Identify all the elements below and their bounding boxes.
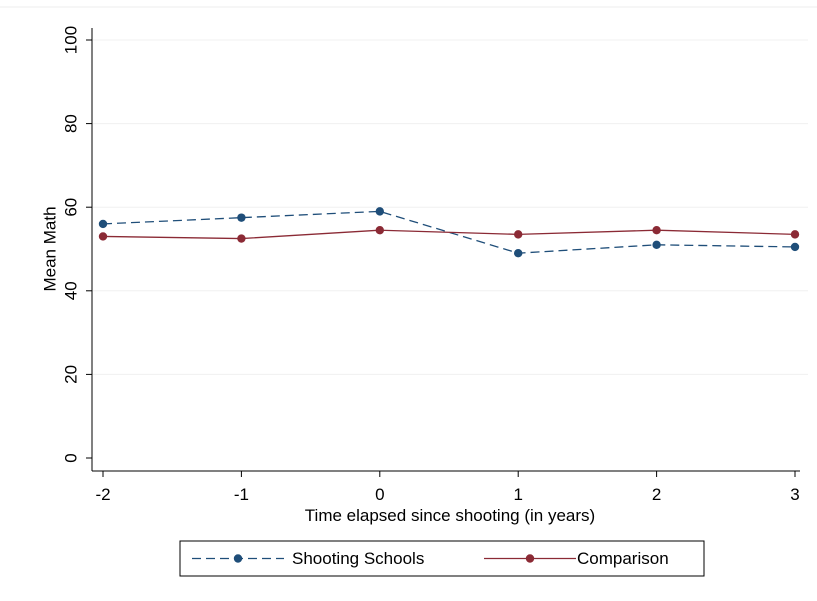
series-1-point — [98, 232, 108, 241]
series-0-point — [514, 248, 523, 258]
y-tick-label: 60 — [62, 198, 81, 217]
x-tick-label: 0 — [375, 485, 384, 504]
x-tick-label: 1 — [513, 485, 522, 504]
x-tick-label: 3 — [790, 485, 799, 504]
series-1-point — [514, 230, 523, 239]
y-tick-label: 40 — [62, 281, 81, 300]
legend-marker-1 — [525, 554, 535, 563]
series-0-point — [237, 213, 246, 222]
series-1-point — [375, 225, 384, 235]
series-line-0 — [102, 210, 796, 254]
axes: 0 20 40 60 80 100 -2 -1 0 1 2 3 — [62, 26, 800, 504]
series-0-point — [790, 242, 800, 252]
legend-items: Shooting Schools Comparison — [192, 549, 669, 568]
series-0-point — [375, 207, 384, 216]
series-1-point — [237, 234, 246, 243]
y-tick-label: 0 — [62, 453, 81, 462]
y-axis-label: Mean Math — [41, 206, 60, 291]
legend-label-1: Comparison — [577, 549, 669, 568]
x-axis-label: Time elapsed since shooting (in years) — [305, 506, 595, 525]
y-tick-label: 80 — [62, 114, 81, 133]
series-layer — [98, 207, 800, 258]
x-tick-label: 2 — [652, 485, 661, 504]
legend: Shooting Schools Comparison — [179, 540, 705, 577]
series-0-point — [652, 240, 661, 250]
series-0-point — [98, 219, 108, 229]
series-1-point — [652, 225, 661, 235]
series-line-1 — [102, 229, 796, 240]
x-tick-label: -1 — [234, 485, 249, 504]
x-tick-label: -2 — [95, 485, 110, 504]
grid — [93, 39, 808, 375]
legend-label-0: Shooting Schools — [292, 549, 424, 568]
series-1-point — [790, 230, 800, 239]
legend-marker-0 — [233, 554, 243, 563]
y-tick-label: 20 — [62, 365, 81, 384]
y-tick-label: 100 — [62, 26, 81, 54]
